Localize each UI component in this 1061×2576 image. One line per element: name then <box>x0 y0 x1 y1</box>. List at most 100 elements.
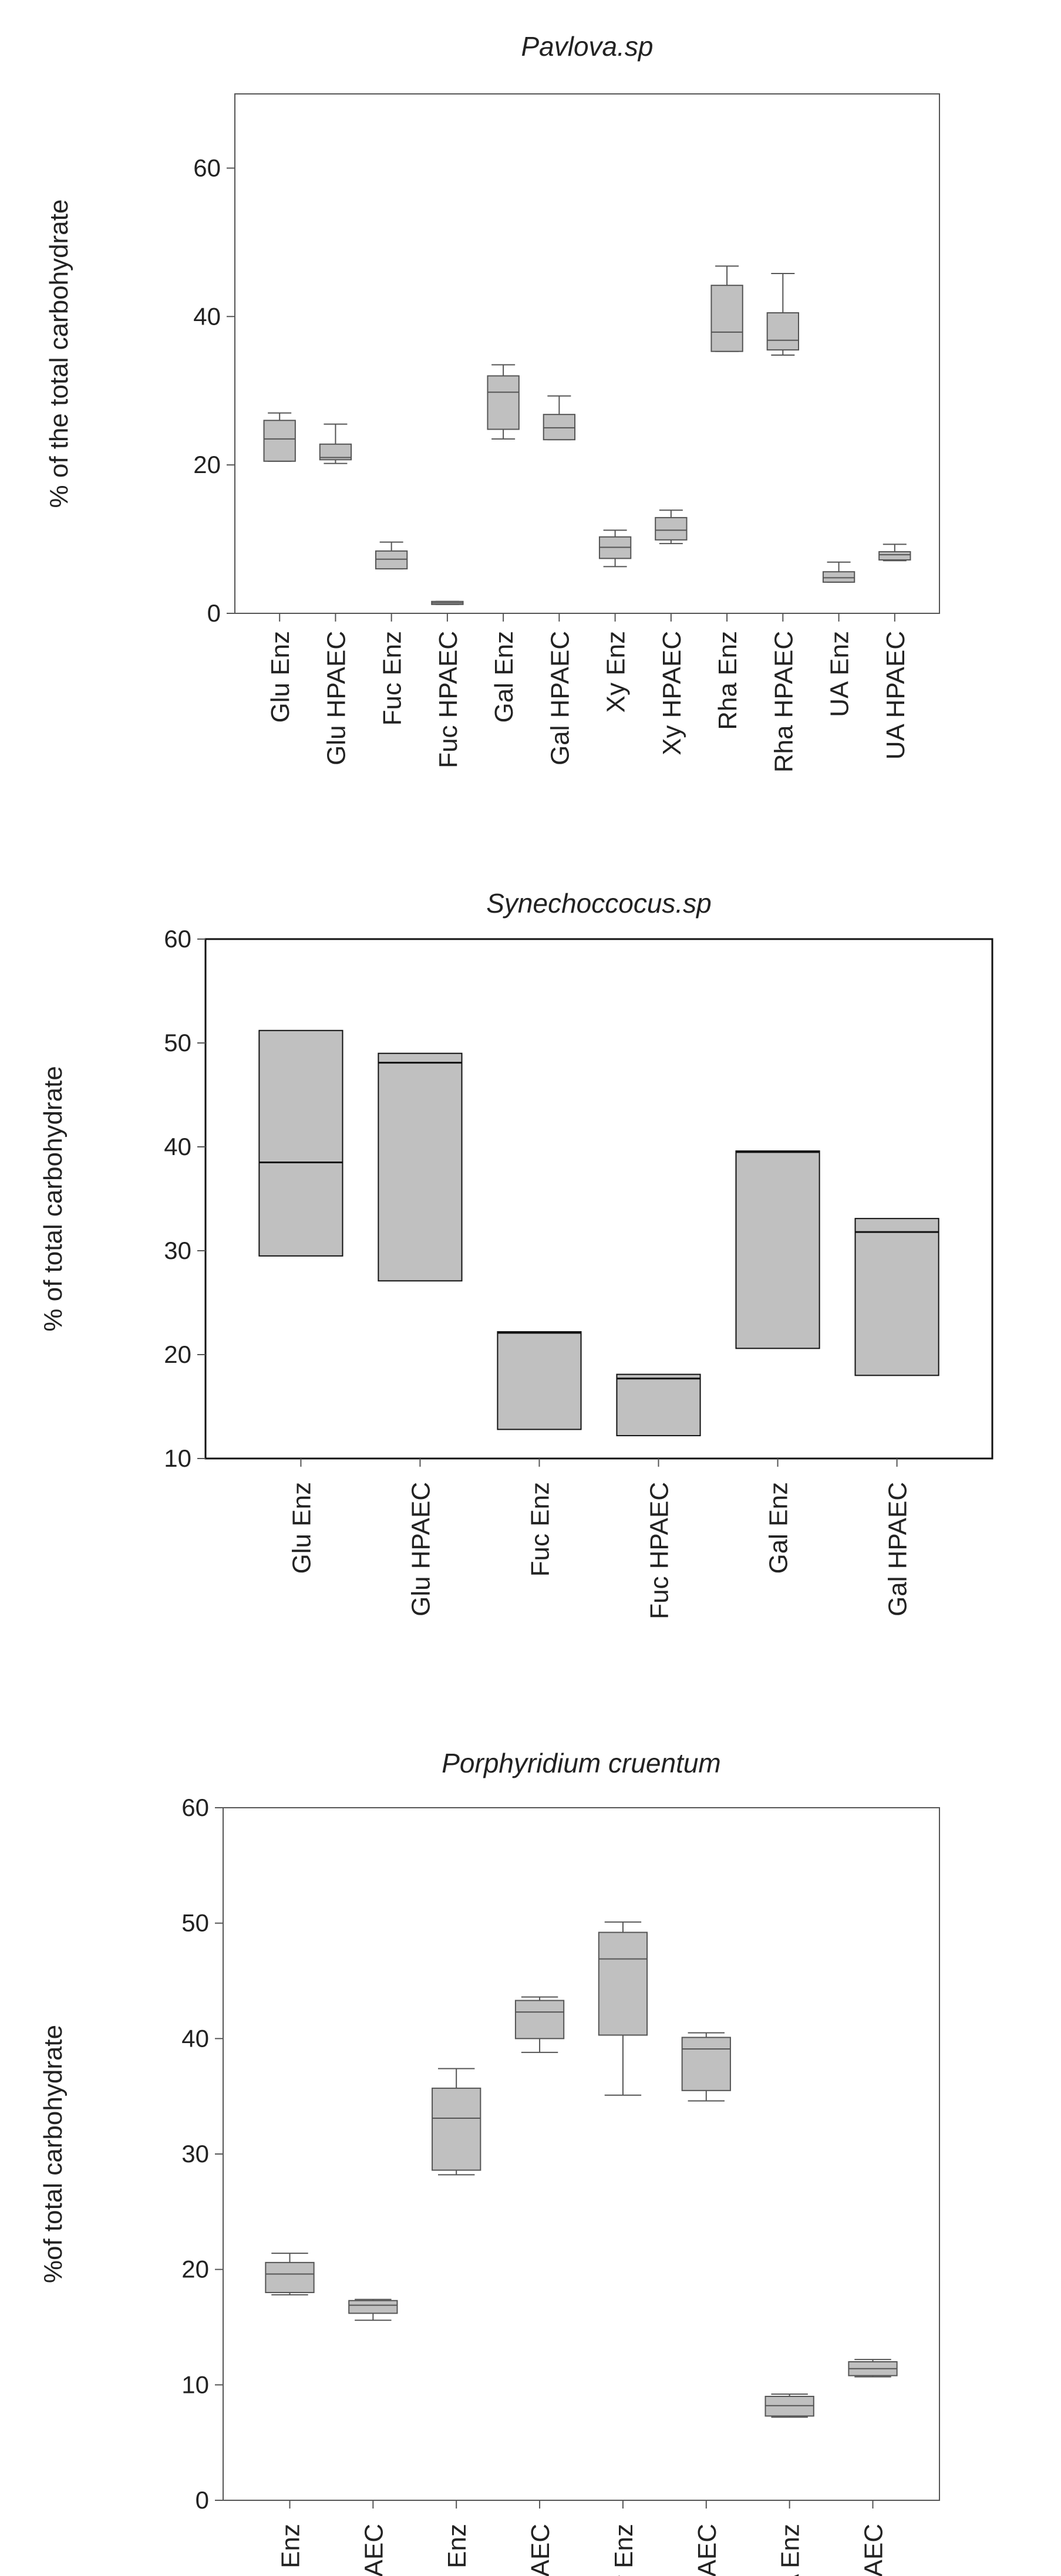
box-iqr <box>681 2037 731 2091</box>
box-iqr <box>263 420 296 462</box>
box-gal-enz <box>735 1150 820 1349</box>
x-category-label: Fuc HPAEC <box>434 631 463 768</box>
y-tick-label: 50 <box>181 1909 209 1937</box>
x-category-label: Glu HPAEC <box>322 631 351 765</box>
chart-panel-synechoccocus: Synechoccocus.sp % of total carbohydrate 1… <box>0 857 1061 1673</box>
box-iqr <box>514 2000 565 2040</box>
box-gal-enz <box>487 364 520 440</box>
y-tick-label: 50 <box>164 1029 191 1056</box>
x-category-label: Fuc Enz <box>378 631 407 725</box>
box-ua-enz <box>764 2393 814 2418</box>
box-iqr <box>735 1150 820 1349</box>
y-tick-label: 40 <box>193 302 221 330</box>
box-iqr <box>348 2300 398 2314</box>
chart-title: Synechoccocus.sp <box>486 888 712 919</box>
y-axis-label: % of total carbohydrate <box>39 1066 68 1331</box>
plot-frame <box>204 938 993 1460</box>
box-fuc-hpaec <box>616 1373 701 1437</box>
box-glu-enz <box>263 412 296 462</box>
y-tick-label: 20 <box>164 1341 191 1368</box>
plot-frame <box>234 93 940 614</box>
box-rha-hpaec <box>766 272 799 356</box>
y-tick-label: 30 <box>164 1237 191 1264</box>
x-category-label: Rha HPAEC <box>769 631 798 772</box>
x-category-label: Glu Enz <box>287 1482 316 1574</box>
x-category-label: Gal Enz <box>490 631 518 723</box>
x-category-label: Xy Enz <box>602 631 631 713</box>
box-iqr <box>378 1052 463 1282</box>
y-tick-label: 30 <box>181 2140 209 2168</box>
box-glu-hpaec <box>378 1052 463 1282</box>
box-fuc-enz <box>497 1331 582 1430</box>
box-plot-synechoccocus: Synechoccocus.sp % of total carbohydrate 1… <box>39 888 993 1619</box>
box-iqr <box>854 1218 939 1376</box>
y-axis-label: %of total carbohydrate <box>39 2025 68 2283</box>
y-tick-label: 10 <box>181 2371 209 2398</box>
box-ua-hpaec <box>878 543 911 562</box>
box-xy-hpaec <box>655 509 688 545</box>
x-category-label: Gal Enz <box>764 1482 793 1574</box>
box-plot-porphyridium: Porphyridium cruentum %of total carbohydr… <box>39 1748 940 2576</box>
y-tick-label: 0 <box>196 2486 209 2514</box>
box-xy-enz <box>598 1921 648 2096</box>
chart-panel-pavlova: Pavlova.sp % of the total carbohydrate 0 20… <box>0 0 1061 822</box>
x-category-label: Xy HPAEC <box>693 2524 722 2576</box>
x-category-label: UA Enz <box>776 2524 805 2576</box>
y-tick-label: 60 <box>181 1794 209 1821</box>
box-iqr <box>655 516 688 541</box>
chart-panel-porphyridium: Porphyridium cruentum %of total carbohydr… <box>0 1720 1061 2576</box>
x-category-label: Gal HPAEC <box>526 2524 555 2576</box>
box-fuc-hpaec <box>431 600 464 605</box>
x-category-label: UA Enz <box>826 631 854 717</box>
y-tick-label: 0 <box>207 599 221 627</box>
box-ua-hpaec <box>848 2359 898 2378</box>
x-category-label: Gal HPAEC <box>884 1482 912 1616</box>
box-iqr <box>822 571 855 583</box>
box-glu-hpaec <box>319 423 352 464</box>
y-tick-label: 10 <box>164 1444 191 1472</box>
box-iqr <box>543 414 576 441</box>
box-iqr <box>878 551 911 561</box>
x-category-label: Fuc Enz <box>526 1482 554 1576</box>
box-fuc-enz <box>375 541 408 570</box>
box-iqr <box>258 1029 343 1257</box>
x-category-label: Glu HPAEC <box>406 1482 435 1616</box>
x-category-label: Gal Enz <box>443 2524 471 2576</box>
box-iqr <box>710 285 743 352</box>
box-xy-hpaec <box>681 2032 731 2102</box>
x-category-label: Gal HPAEC <box>545 631 574 765</box>
y-axis-label: % of the total carbohydrate <box>45 200 73 508</box>
x-category-label: Glu HPAEC <box>359 2524 388 2576</box>
x-category-label: Glu Enz <box>266 631 295 723</box>
y-tick-label: 60 <box>164 925 191 953</box>
box-iqr <box>497 1331 582 1430</box>
y-tick-label: 60 <box>193 154 221 181</box>
box-gal-hpaec <box>543 395 576 441</box>
box-gal-enz <box>432 2068 481 2176</box>
box-gal-hpaec <box>854 1218 939 1376</box>
box-glu-hpaec <box>348 2298 398 2321</box>
box-glu-enz <box>258 1029 343 1257</box>
x-category-label: Xy HPAEC <box>658 631 686 755</box>
chart-title: Porphyridium cruentum <box>442 1748 721 1778</box>
box-iqr <box>616 1373 701 1437</box>
box-iqr <box>375 550 408 570</box>
box-ua-enz <box>822 561 855 583</box>
box-gal-hpaec <box>514 1996 565 2053</box>
chart-title: Pavlova.sp <box>521 31 653 62</box>
box-rha-enz <box>710 265 743 352</box>
x-category-label: UA HPAEC <box>860 2524 888 2576</box>
y-tick-label: 40 <box>181 2024 209 2052</box>
box-iqr <box>432 2087 481 2171</box>
x-category-label: Glu Enz <box>276 2524 305 2576</box>
x-category-label: Xy Enz <box>609 2524 638 2576</box>
x-category-label: UA HPAEC <box>881 631 910 759</box>
x-category-label: Fuc HPAEC <box>645 1482 674 1619</box>
x-category-label: Rha Enz <box>713 631 742 730</box>
box-iqr <box>766 312 799 351</box>
box-plot-pavlova: Pavlova.sp % of the total carbohydrate 0 20… <box>45 31 940 772</box>
box-xy-enz <box>598 529 632 568</box>
box-iqr <box>598 1932 648 2036</box>
box-iqr <box>265 2261 315 2293</box>
y-tick-label: 20 <box>181 2256 209 2283</box>
